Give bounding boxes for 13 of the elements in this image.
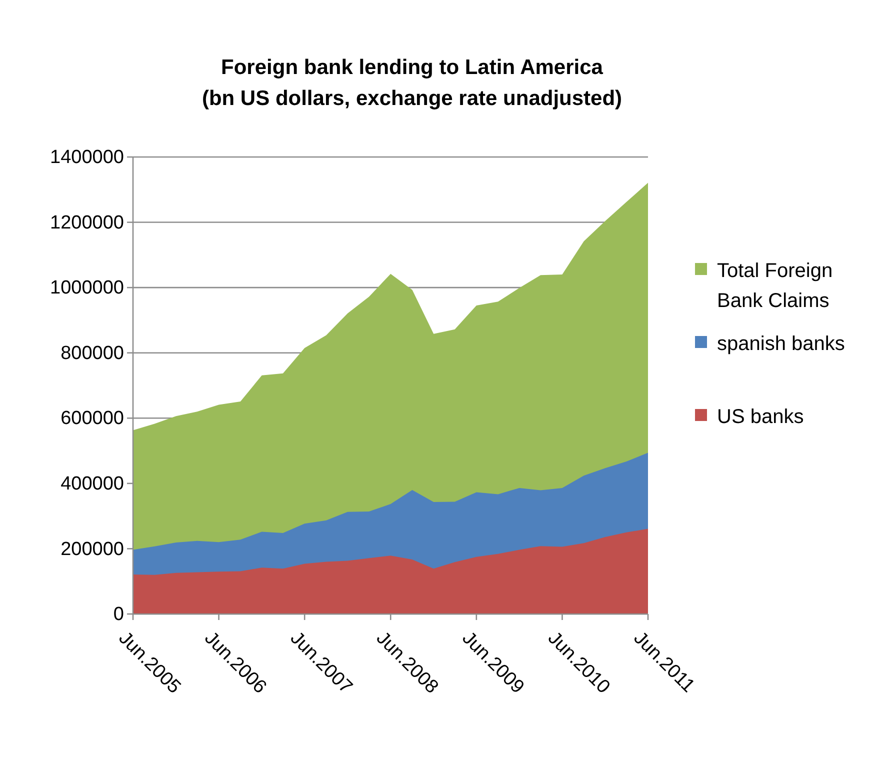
y-tick-label: 200000 (60, 538, 124, 560)
y-tick-label: 800000 (60, 342, 124, 364)
y-tick-label: 0 (113, 604, 124, 626)
chart-title: Foreign bank lending to Latin America (221, 56, 604, 79)
legend-label: Total Foreign Bank Claims (717, 260, 833, 312)
chart-subtitle: (bn US dollars, exchange rate unadjusted) (202, 87, 622, 110)
y-tick-label: 1400000 (50, 147, 124, 168)
y-tick-label: 600000 (60, 408, 124, 430)
y-tick-label: 1200000 (50, 212, 124, 234)
y-tick-label: 400000 (60, 474, 124, 495)
legend-label: US banks (717, 406, 804, 428)
y-tick-label: 1000000 (50, 278, 124, 299)
legend-label: spanish banks (717, 333, 845, 355)
